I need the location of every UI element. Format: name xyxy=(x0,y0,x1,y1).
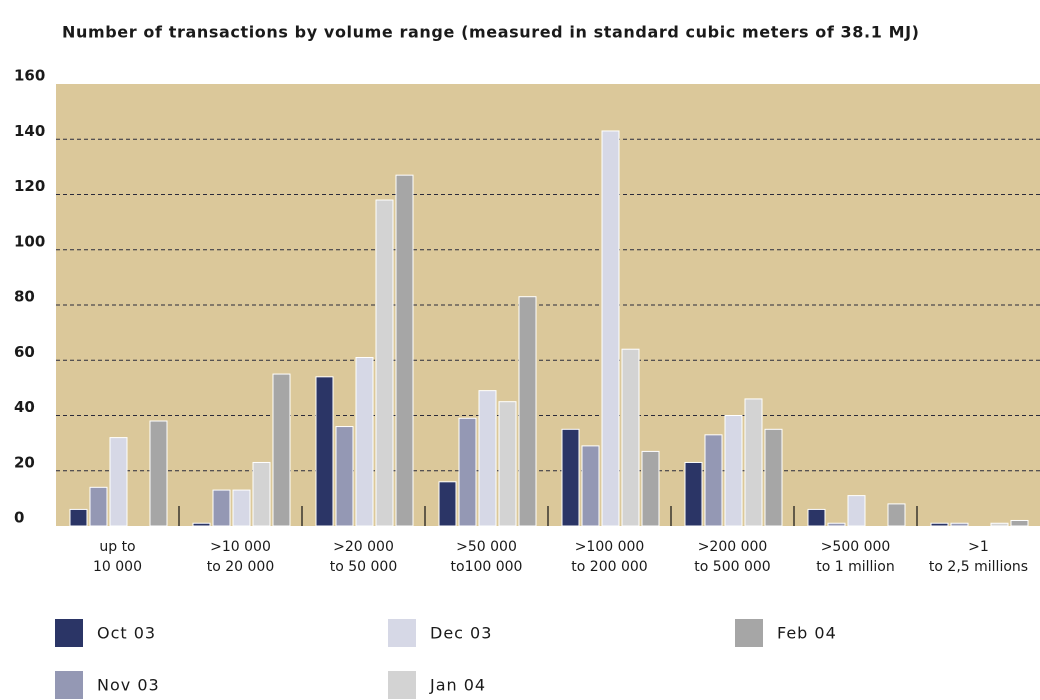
legend-swatch xyxy=(735,619,763,647)
bar xyxy=(252,461,271,527)
bar xyxy=(355,356,374,527)
y-tick-label: 60 xyxy=(14,343,35,361)
bar xyxy=(950,522,969,527)
bar xyxy=(458,417,477,527)
bar xyxy=(887,503,906,527)
x-tick-label: >500 000 xyxy=(821,539,891,555)
legend-label: Dec 03 xyxy=(430,624,492,643)
bar xyxy=(807,508,826,527)
bar xyxy=(149,420,168,527)
bar xyxy=(684,461,703,527)
y-tick-label: 100 xyxy=(14,232,45,250)
y-tick-label: 80 xyxy=(14,288,35,306)
bar xyxy=(375,199,394,527)
bar xyxy=(212,489,231,527)
y-tick-label: 20 xyxy=(14,453,35,471)
bar xyxy=(1010,519,1029,527)
legend-swatch xyxy=(388,671,416,699)
bar xyxy=(561,428,580,527)
legend-swatch xyxy=(388,619,416,647)
legend-label: Nov 03 xyxy=(97,676,160,695)
bar xyxy=(315,376,334,527)
bar xyxy=(335,426,354,527)
bar xyxy=(621,348,640,527)
chart-title: Number of transactions by volume range (… xyxy=(62,23,920,42)
y-tick-label: 140 xyxy=(14,122,45,140)
x-tick-label: to 20 000 xyxy=(207,559,275,575)
bar xyxy=(641,450,660,527)
y-tick-label: 40 xyxy=(14,398,35,416)
x-tick-label: to 1 million xyxy=(816,559,895,575)
x-tick-label: >1 xyxy=(968,539,989,555)
bar xyxy=(109,437,128,527)
bar xyxy=(89,486,108,527)
bar xyxy=(764,428,783,527)
legend-label: Jan 04 xyxy=(429,676,486,695)
bar xyxy=(272,373,291,527)
x-tick-label: to100 000 xyxy=(451,559,523,575)
bar xyxy=(601,130,620,527)
bar xyxy=(704,434,723,527)
x-tick-label: >200 000 xyxy=(698,539,768,555)
y-tick-label: 120 xyxy=(14,177,45,195)
x-tick-label: >10 000 xyxy=(210,539,271,555)
x-tick-label: to 500 000 xyxy=(694,559,770,575)
legend-label: Oct 03 xyxy=(97,624,156,643)
x-tick-label: to 200 000 xyxy=(571,559,647,575)
bar xyxy=(498,401,517,527)
x-tick-label: >20 000 xyxy=(333,539,394,555)
legend-label: Feb 04 xyxy=(777,624,837,643)
bar xyxy=(478,390,497,527)
x-tick-label: to 50 000 xyxy=(330,559,398,575)
y-tick-label: 0 xyxy=(14,509,24,527)
bar xyxy=(930,522,949,527)
bar xyxy=(744,398,763,527)
x-tick-label: >100 000 xyxy=(575,539,645,555)
bar xyxy=(990,522,1009,527)
x-tick-label: to 2,5 millions xyxy=(929,559,1028,575)
legend-swatch xyxy=(55,619,83,647)
bar xyxy=(847,495,866,527)
x-tick-label: up to xyxy=(99,539,135,555)
bar xyxy=(581,445,600,527)
bar xyxy=(395,174,414,527)
bar xyxy=(518,296,537,527)
bar xyxy=(192,522,211,527)
legend-swatch xyxy=(55,671,83,699)
y-tick-label: 160 xyxy=(14,67,45,85)
bar xyxy=(438,481,457,527)
bar xyxy=(724,415,743,527)
bar xyxy=(232,489,251,527)
x-tick-label: >50 000 xyxy=(456,539,517,555)
bar xyxy=(69,508,88,527)
x-tick-label: 10 000 xyxy=(93,559,142,575)
bar xyxy=(827,522,846,527)
